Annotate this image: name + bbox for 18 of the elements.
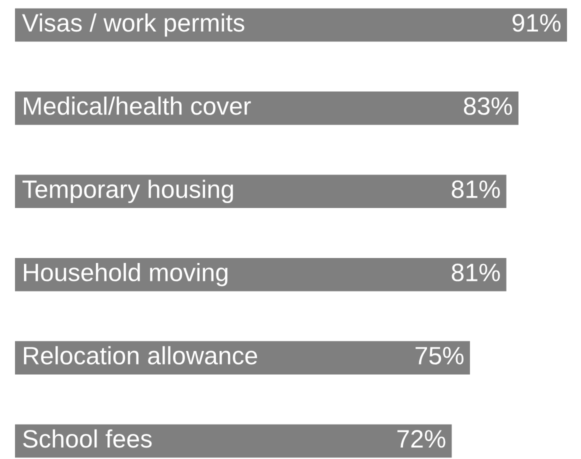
- bar: [15, 8, 567, 42]
- data-label: 72%: [397, 430, 446, 448]
- y-tick-label: Relocation allowance: [24, 346, 258, 365]
- data-label: 91%: [512, 14, 561, 32]
- y-tick-label: Household moving: [24, 262, 228, 286]
- data-label: 83%: [464, 97, 512, 115]
- bar: [15, 92, 518, 125]
- bar: [15, 258, 506, 292]
- bar: [15, 174, 506, 208]
- y-tick-label: Visas / work permits: [22, 13, 244, 37]
- data-label: 81%: [452, 180, 500, 198]
- data-label: 81%: [452, 264, 500, 282]
- bar: [15, 424, 452, 458]
- bar: [15, 341, 470, 374]
- y-tick-label: School fees: [23, 429, 152, 448]
- y-tick-label: Medical/health cover: [24, 96, 251, 115]
- data-label: 75%: [416, 346, 464, 365]
- y-tick-label: Temporary housing: [22, 180, 233, 204]
